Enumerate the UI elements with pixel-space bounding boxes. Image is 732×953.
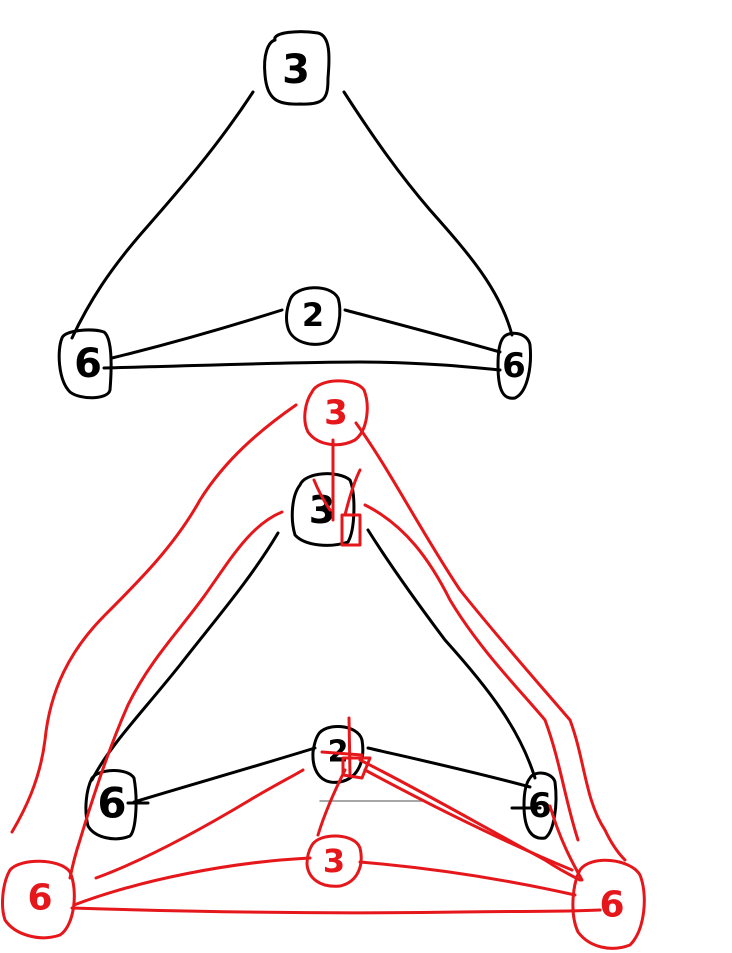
r-node-top-square <box>340 513 362 547</box>
r-edge-cross-left <box>312 478 332 512</box>
r-edge-mid-right-2 <box>363 768 574 872</box>
r-node-right-6: 6 <box>571 858 646 950</box>
r-edge-inner-left <box>68 510 284 880</box>
r-edge-left-fan-2 <box>72 856 312 907</box>
r-edge-low-to-right <box>358 860 577 897</box>
node-right-6-label: 6 <box>502 346 526 386</box>
b-node-right-6: 6 <box>522 771 558 840</box>
edge-top-left <box>70 90 255 340</box>
r-edge-outer-right <box>354 421 627 862</box>
r-edge-outer-left <box>10 403 298 834</box>
r-node-mid-square <box>320 750 372 780</box>
r-edge-cross-right <box>343 468 362 517</box>
node-mid-2: 2 <box>285 286 342 346</box>
r-node-left-6: 6 <box>1 859 76 940</box>
r-node-top-3-label: 3 <box>324 393 348 433</box>
bottom-graph-black: 3 6 2 6 <box>84 472 558 841</box>
r-node-top-3: 3 <box>303 379 369 447</box>
node-top-3: 3 <box>263 30 331 106</box>
r-edge-bottom <box>70 906 602 915</box>
node-left-6-label: 6 <box>74 341 102 387</box>
b-node-top-3: 3 <box>290 472 356 547</box>
b-node-right-6-label: 6 <box>528 786 552 826</box>
b-node-left-6: 6 <box>84 769 138 841</box>
node-mid-2-label: 2 <box>302 296 324 334</box>
b-edge-mid-right <box>366 746 532 789</box>
r-edge-left-fan-1 <box>94 768 305 880</box>
edge-mid-right <box>343 308 502 354</box>
node-left-6: 6 <box>57 328 113 400</box>
r-node-right-6-label: 6 <box>599 885 624 926</box>
b-edge-left-mid <box>132 746 317 804</box>
r-node-left-6-label: 6 <box>27 878 52 919</box>
edge-left-right <box>102 360 502 372</box>
r-edge-mid-spoke <box>347 716 352 777</box>
top-graph: 3 6 2 6 <box>57 30 532 400</box>
edge-left-mid <box>110 308 284 360</box>
bottom-graph-red: 3 3 6 6 <box>1 379 646 950</box>
r-edge-inner-right <box>363 503 580 842</box>
r-node-mid-3-label: 3 <box>323 842 345 880</box>
node-top-3-label: 3 <box>282 47 310 93</box>
edge-top-right <box>342 90 514 337</box>
r-node-mid-3: 3 <box>305 834 363 888</box>
b-node-left-6-label: 6 <box>97 779 126 828</box>
node-right-6: 6 <box>496 331 532 400</box>
b-edge-top-right <box>366 528 537 780</box>
b-edge-top-left <box>90 531 280 782</box>
